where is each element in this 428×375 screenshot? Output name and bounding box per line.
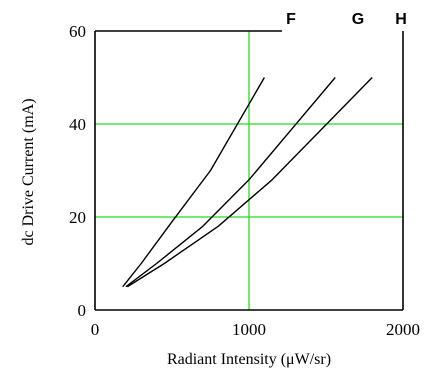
x-tick-labels: 0 1000 2000 — [91, 320, 420, 339]
plot-frame — [94, 30, 404, 311]
y-tick-label: 40 — [69, 115, 86, 134]
series-label-g: G — [352, 11, 364, 28]
y-tick-label: 60 — [69, 22, 86, 41]
series-lines — [122, 77, 373, 288]
x-tick-label: 0 — [91, 320, 100, 339]
y-tick-label: 0 — [78, 301, 87, 320]
y-tick-label: 20 — [69, 208, 86, 227]
grid-lines — [95, 31, 403, 310]
series-label-f: F — [286, 11, 296, 28]
x-tick-label: 1000 — [232, 320, 266, 339]
series-line-f — [122, 77, 266, 288]
x-axis-title: Radiant Intensity (μW/sr) — [167, 351, 331, 368]
series-labels: F G H — [286, 11, 407, 28]
y-tick-labels: 0 20 40 60 — [69, 22, 86, 320]
series-label-h: H — [395, 11, 407, 28]
series-line-h — [126, 77, 373, 288]
x-tick-label: 2000 — [386, 320, 420, 339]
series-line-g — [125, 77, 336, 288]
y-axis-title: dc Drive Current (mA) — [20, 98, 37, 245]
